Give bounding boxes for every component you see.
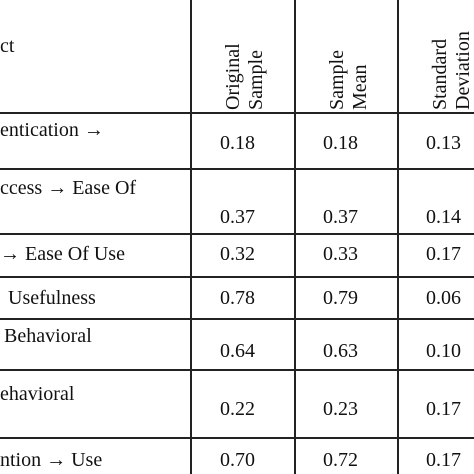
cell-standard-deviation: 0.17 [426, 398, 461, 420]
cell-sample-mean: 0.37 [323, 206, 358, 228]
row-construct-label: entication → [0, 119, 104, 141]
column-header-sample-mean-line1: Sample [326, 50, 348, 110]
cell-standard-deviation: 0.17 [426, 243, 461, 265]
grid-line [294, 0, 296, 474]
cell-standard-deviation: 0.10 [426, 340, 461, 362]
column-header-original-sample-line2: Sample [245, 50, 267, 110]
cell-original-sample: 0.22 [220, 398, 255, 420]
column-header-standard-deviation-line1: Standard [429, 38, 451, 110]
column-header-original-sample-line1: Original [222, 43, 244, 110]
row-construct-label: → Ease Of Use [0, 243, 125, 265]
cell-sample-mean: 0.33 [323, 243, 358, 265]
grid-line [0, 276, 474, 278]
cell-original-sample: 0.64 [220, 340, 255, 362]
cell-standard-deviation: 0.14 [426, 206, 461, 228]
grid-line [0, 168, 474, 170]
grid-line [0, 233, 474, 235]
construct-column-header: ct [0, 35, 15, 57]
cell-standard-deviation: 0.06 [426, 287, 461, 309]
grid-line [0, 112, 474, 114]
grid-line [190, 0, 192, 474]
cell-original-sample: 0.37 [220, 206, 255, 228]
cell-sample-mean: 0.72 [323, 449, 358, 471]
cell-sample-mean: 0.18 [323, 132, 358, 154]
cell-sample-mean: 0.79 [323, 287, 358, 309]
row-construct-label: ehavioral [0, 383, 75, 405]
cell-standard-deviation: 0.13 [426, 132, 461, 154]
grid-line [0, 369, 474, 371]
cell-sample-mean: 0.23 [323, 398, 358, 420]
grid-line [397, 0, 399, 474]
cell-sample-mean: 0.63 [323, 340, 358, 362]
row-construct-label: Behavioral [4, 325, 92, 347]
column-header-standard-deviation-line2: Deviation [452, 31, 474, 110]
grid-line [0, 318, 474, 320]
row-construct-label: ntion → Use [0, 449, 103, 471]
cell-original-sample: 0.78 [220, 287, 255, 309]
cell-original-sample: 0.70 [220, 449, 255, 471]
row-construct-label: Usefulness [8, 287, 96, 309]
row-construct-label: ccess → Ease Of [0, 177, 137, 199]
cell-original-sample: 0.18 [220, 132, 255, 154]
cell-original-sample: 0.32 [220, 243, 255, 265]
column-header-sample-mean-line2: Mean [349, 64, 371, 110]
grid-line [0, 437, 474, 439]
cell-standard-deviation: 0.17 [426, 449, 461, 471]
